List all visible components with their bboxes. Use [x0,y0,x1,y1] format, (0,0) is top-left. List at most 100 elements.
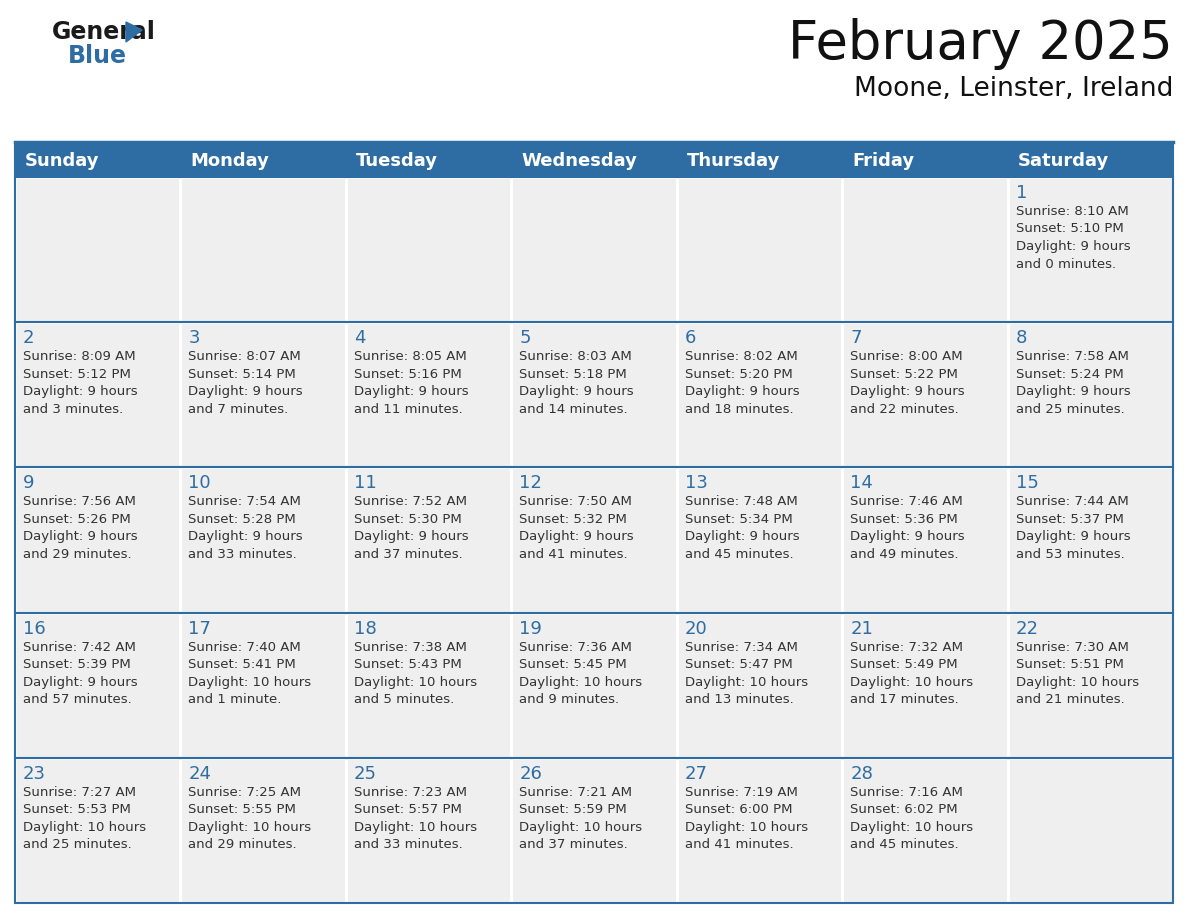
Bar [1007,467,1173,612]
Text: 18: 18 [354,620,377,638]
Bar [181,612,346,757]
Bar [346,177,511,322]
Text: February 2025: February 2025 [789,18,1173,70]
Bar [511,757,677,903]
Bar [346,757,511,903]
Text: Sunrise: 7:30 AM
Sunset: 5:51 PM
Daylight: 10 hours
and 21 minutes.: Sunrise: 7:30 AM Sunset: 5:51 PM Dayligh… [1016,641,1138,706]
Bar [511,467,677,612]
Bar [15,467,181,612]
Bar [842,467,1007,612]
Text: Sunrise: 7:23 AM
Sunset: 5:57 PM
Daylight: 10 hours
and 33 minutes.: Sunrise: 7:23 AM Sunset: 5:57 PM Dayligh… [354,786,478,851]
Text: Sunrise: 7:19 AM
Sunset: 6:00 PM
Daylight: 10 hours
and 41 minutes.: Sunrise: 7:19 AM Sunset: 6:00 PM Dayligh… [684,786,808,851]
Text: Sunrise: 7:42 AM
Sunset: 5:39 PM
Daylight: 9 hours
and 57 minutes.: Sunrise: 7:42 AM Sunset: 5:39 PM Dayligh… [23,641,138,706]
Text: 3: 3 [189,330,200,347]
Text: 13: 13 [684,475,708,492]
Text: Thursday: Thursday [687,152,781,170]
Bar [511,177,677,322]
Text: Sunrise: 7:16 AM
Sunset: 6:02 PM
Daylight: 10 hours
and 45 minutes.: Sunrise: 7:16 AM Sunset: 6:02 PM Dayligh… [851,786,973,851]
Bar [677,322,842,467]
Text: 20: 20 [684,620,708,638]
Text: Friday: Friday [852,152,915,170]
Text: General: General [52,20,156,44]
Text: Sunrise: 8:02 AM
Sunset: 5:20 PM
Daylight: 9 hours
and 18 minutes.: Sunrise: 8:02 AM Sunset: 5:20 PM Dayligh… [684,350,800,416]
Text: 22: 22 [1016,620,1038,638]
Text: 19: 19 [519,620,542,638]
Text: Wednesday: Wednesday [522,152,637,170]
Text: Sunrise: 7:54 AM
Sunset: 5:28 PM
Daylight: 9 hours
and 33 minutes.: Sunrise: 7:54 AM Sunset: 5:28 PM Dayligh… [189,496,303,561]
Text: 14: 14 [851,475,873,492]
Text: Sunrise: 7:52 AM
Sunset: 5:30 PM
Daylight: 9 hours
and 37 minutes.: Sunrise: 7:52 AM Sunset: 5:30 PM Dayligh… [354,496,468,561]
Text: Sunrise: 7:40 AM
Sunset: 5:41 PM
Daylight: 10 hours
and 1 minute.: Sunrise: 7:40 AM Sunset: 5:41 PM Dayligh… [189,641,311,706]
Text: 26: 26 [519,765,542,783]
Text: 10: 10 [189,475,211,492]
Text: Sunrise: 7:46 AM
Sunset: 5:36 PM
Daylight: 9 hours
and 49 minutes.: Sunrise: 7:46 AM Sunset: 5:36 PM Dayligh… [851,496,965,561]
Text: Sunrise: 7:44 AM
Sunset: 5:37 PM
Daylight: 9 hours
and 53 minutes.: Sunrise: 7:44 AM Sunset: 5:37 PM Dayligh… [1016,496,1130,561]
Text: Sunrise: 7:38 AM
Sunset: 5:43 PM
Daylight: 10 hours
and 5 minutes.: Sunrise: 7:38 AM Sunset: 5:43 PM Dayligh… [354,641,478,706]
Text: Sunrise: 7:36 AM
Sunset: 5:45 PM
Daylight: 10 hours
and 9 minutes.: Sunrise: 7:36 AM Sunset: 5:45 PM Dayligh… [519,641,643,706]
Bar [181,177,346,322]
Text: Sunrise: 8:07 AM
Sunset: 5:14 PM
Daylight: 9 hours
and 7 minutes.: Sunrise: 8:07 AM Sunset: 5:14 PM Dayligh… [189,350,303,416]
Text: 4: 4 [354,330,366,347]
Bar [677,612,842,757]
Bar [15,322,181,467]
Text: Sunrise: 7:27 AM
Sunset: 5:53 PM
Daylight: 10 hours
and 25 minutes.: Sunrise: 7:27 AM Sunset: 5:53 PM Dayligh… [23,786,146,851]
Bar [181,322,346,467]
Text: Sunrise: 7:48 AM
Sunset: 5:34 PM
Daylight: 9 hours
and 45 minutes.: Sunrise: 7:48 AM Sunset: 5:34 PM Dayligh… [684,496,800,561]
Text: Sunrise: 8:10 AM
Sunset: 5:10 PM
Daylight: 9 hours
and 0 minutes.: Sunrise: 8:10 AM Sunset: 5:10 PM Dayligh… [1016,205,1130,271]
Text: Sunrise: 7:56 AM
Sunset: 5:26 PM
Daylight: 9 hours
and 29 minutes.: Sunrise: 7:56 AM Sunset: 5:26 PM Dayligh… [23,496,138,561]
Text: 5: 5 [519,330,531,347]
Text: Monday: Monday [190,152,270,170]
Text: Sunrise: 8:03 AM
Sunset: 5:18 PM
Daylight: 9 hours
and 14 minutes.: Sunrise: 8:03 AM Sunset: 5:18 PM Dayligh… [519,350,634,416]
Text: Sunday: Sunday [25,152,100,170]
Bar [346,322,511,467]
Bar [346,612,511,757]
Bar [15,145,1173,177]
Text: 7: 7 [851,330,861,347]
Bar [15,757,181,903]
Text: Moone, Leinster, Ireland: Moone, Leinster, Ireland [854,76,1173,102]
Bar [181,757,346,903]
Text: 6: 6 [684,330,696,347]
Bar [15,145,1173,903]
Text: Sunrise: 7:21 AM
Sunset: 5:59 PM
Daylight: 10 hours
and 37 minutes.: Sunrise: 7:21 AM Sunset: 5:59 PM Dayligh… [519,786,643,851]
Text: Sunrise: 8:09 AM
Sunset: 5:12 PM
Daylight: 9 hours
and 3 minutes.: Sunrise: 8:09 AM Sunset: 5:12 PM Dayligh… [23,350,138,416]
Text: 23: 23 [23,765,46,783]
Bar [842,322,1007,467]
Text: Sunrise: 7:32 AM
Sunset: 5:49 PM
Daylight: 10 hours
and 17 minutes.: Sunrise: 7:32 AM Sunset: 5:49 PM Dayligh… [851,641,973,706]
Text: 21: 21 [851,620,873,638]
Text: Sunrise: 8:05 AM
Sunset: 5:16 PM
Daylight: 9 hours
and 11 minutes.: Sunrise: 8:05 AM Sunset: 5:16 PM Dayligh… [354,350,468,416]
Text: Sunrise: 7:58 AM
Sunset: 5:24 PM
Daylight: 9 hours
and 25 minutes.: Sunrise: 7:58 AM Sunset: 5:24 PM Dayligh… [1016,350,1130,416]
Text: 28: 28 [851,765,873,783]
Bar [1007,322,1173,467]
Bar [15,612,181,757]
Text: 8: 8 [1016,330,1026,347]
Bar [842,177,1007,322]
Bar [181,467,346,612]
Text: 25: 25 [354,765,377,783]
Bar [677,757,842,903]
Text: 1: 1 [1016,184,1026,202]
Bar [1007,612,1173,757]
Text: 12: 12 [519,475,542,492]
Bar [511,612,677,757]
Bar [842,757,1007,903]
Bar [511,322,677,467]
Bar [15,177,181,322]
Text: 27: 27 [684,765,708,783]
Bar [677,467,842,612]
Text: Saturday: Saturday [1018,152,1108,170]
Text: 17: 17 [189,620,211,638]
Text: 15: 15 [1016,475,1038,492]
Text: 9: 9 [23,475,34,492]
Text: Sunrise: 8:00 AM
Sunset: 5:22 PM
Daylight: 9 hours
and 22 minutes.: Sunrise: 8:00 AM Sunset: 5:22 PM Dayligh… [851,350,965,416]
Text: 11: 11 [354,475,377,492]
Polygon shape [126,22,143,42]
Bar [1007,757,1173,903]
Text: Sunrise: 7:25 AM
Sunset: 5:55 PM
Daylight: 10 hours
and 29 minutes.: Sunrise: 7:25 AM Sunset: 5:55 PM Dayligh… [189,786,311,851]
Text: 24: 24 [189,765,211,783]
Text: 2: 2 [23,330,34,347]
Bar [842,612,1007,757]
Text: Sunrise: 7:50 AM
Sunset: 5:32 PM
Daylight: 9 hours
and 41 minutes.: Sunrise: 7:50 AM Sunset: 5:32 PM Dayligh… [519,496,634,561]
Bar [1007,177,1173,322]
Text: Tuesday: Tuesday [356,152,438,170]
